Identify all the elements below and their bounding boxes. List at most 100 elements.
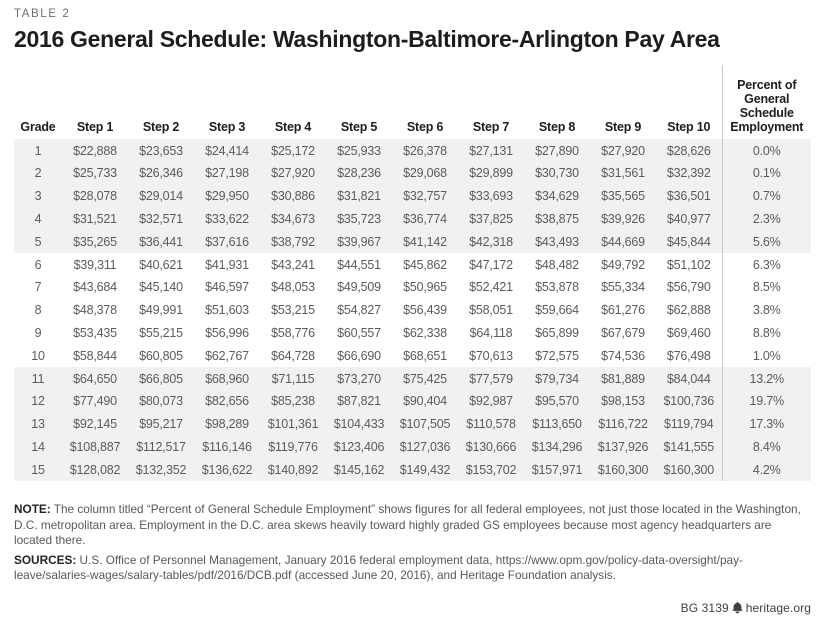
salary-cell: $107,505 [392, 412, 458, 436]
salary-cell: $66,690 [337, 348, 381, 363]
salary-cell: $37,616 [194, 230, 260, 254]
table-row: 6 $39,311 $40,621 $41,931 $43,241 $44,551 $45,… [14, 253, 811, 276]
grade-cell: 15 [14, 458, 62, 482]
salary-cell: $28,236 [326, 161, 392, 185]
salary-cell: $160,300 [656, 458, 722, 482]
salary-cell: $51,603 [205, 303, 249, 318]
salary-cell: $39,926 [590, 207, 656, 231]
salary-cell: $149,432 [392, 458, 458, 482]
salary-cell: $87,821 [326, 389, 392, 413]
salary-cell: $64,118 [469, 325, 513, 340]
salary-cell: $27,920 [260, 161, 326, 185]
salary-cell: $26,378 [392, 139, 458, 162]
column-header-step5: Step 5 [340, 120, 378, 135]
table-number-label: TABLE 2 [14, 8, 71, 20]
grade-cell: 9 [34, 325, 42, 340]
salary-cell: $55,215 [139, 325, 183, 340]
salary-cell: $29,068 [392, 161, 458, 185]
salary-cell: $36,441 [128, 230, 194, 254]
salary-cell: $28,078 [62, 184, 128, 208]
salary-cell: $58,776 [271, 325, 315, 340]
salary-cell: $29,014 [128, 184, 194, 208]
salary-cell: $113,650 [524, 412, 590, 436]
note-label: NOTE: [14, 502, 51, 517]
salary-cell: $59,664 [535, 303, 579, 318]
site-url: heritage.org [745, 601, 811, 616]
salary-cell: $28,626 [656, 139, 722, 162]
salary-cell: $145,162 [326, 458, 392, 482]
salary-cell: $55,334 [601, 280, 645, 295]
salary-cell: $69,460 [666, 325, 711, 340]
salary-cell: $23,653 [128, 139, 194, 162]
table-row: 1 $22,888 $23,653 $24,414 $25,172 $25,933 $26,… [14, 139, 811, 162]
salary-cell: $31,561 [590, 161, 656, 185]
column-header-step1: Step 1 [76, 120, 114, 135]
salary-cell: $54,827 [337, 303, 381, 318]
salary-cell: $25,733 [62, 161, 128, 185]
salary-cell: $48,482 [535, 257, 579, 272]
salary-cell: $40,621 [139, 257, 183, 272]
salary-cell: $62,767 [205, 348, 249, 363]
salary-cell: $112,517 [128, 435, 194, 459]
salary-cell: $32,757 [392, 184, 458, 208]
salary-cell: $72,575 [535, 348, 579, 363]
salary-cell: $33,693 [458, 184, 524, 208]
salary-cell: $92,145 [62, 412, 128, 436]
sources-text: U.S. Office of Personnel Management, Jan… [14, 552, 743, 583]
column-header-step7: Step 7 [472, 120, 510, 135]
table-row: 3 $28,078 $29,014 $29,950 $30,886 $31,821 $32,… [14, 184, 811, 208]
salary-cell: $53,215 [271, 303, 315, 318]
salary-cell: $43,684 [73, 280, 117, 295]
salary-cell: $98,289 [194, 412, 260, 436]
salary-cell: $58,051 [469, 303, 513, 318]
grade-cell: 11 [14, 367, 62, 390]
grade-cell: 12 [14, 389, 62, 413]
percent-cell: 5.6% [721, 230, 811, 254]
salary-cell: $35,565 [590, 184, 656, 208]
salary-cell: $67,679 [601, 325, 645, 340]
document-id: BG 3139 [680, 601, 729, 616]
salary-cell: $80,073 [128, 389, 194, 413]
salary-cell: $130,666 [458, 435, 524, 459]
salary-cell: $108,887 [62, 435, 128, 459]
header-row: Grade Step 1 Step 2 Step 3 Step 4 Step 5… [14, 65, 811, 140]
salary-cell: $48,378 [73, 303, 117, 318]
salary-cell: $25,933 [326, 139, 392, 162]
salary-cell: $27,131 [458, 139, 524, 162]
salary-cell: $34,673 [260, 207, 326, 231]
salary-cell: $134,296 [524, 435, 590, 459]
salary-cell: $79,734 [524, 367, 590, 390]
salary-cell: $116,722 [590, 412, 656, 436]
table-row: 2 $25,733 $26,346 $27,198 $27,920 $28,236 $29,… [14, 161, 811, 185]
salary-cell: $84,044 [656, 367, 722, 390]
grade-cell: 6 [34, 257, 42, 272]
grade-cell: 5 [14, 230, 62, 254]
salary-cell: $45,844 [656, 230, 722, 254]
salary-cell: $56,996 [205, 325, 249, 340]
salary-cell: $73,270 [326, 367, 392, 390]
percent-cell: 17.3% [721, 412, 811, 436]
salary-cell: $95,217 [128, 412, 194, 436]
salary-cell: $39,967 [326, 230, 392, 254]
column-header-step8: Step 8 [538, 120, 576, 135]
table-header: Grade Step 1 Step 2 Step 3 Step 4 Step 5… [14, 65, 811, 140]
salary-cell: $92,987 [458, 389, 524, 413]
table-row: 13 $92,145 $95,217 $98,289 $101,361 $104,433 $… [14, 412, 811, 436]
salary-cell: $31,821 [326, 184, 392, 208]
salary-cell: $82,656 [194, 389, 260, 413]
salary-cell: $95,570 [524, 389, 590, 413]
table-row: 12 $77,490 $80,073 $82,656 $85,238 $87,821 $90… [14, 389, 811, 413]
column-header-step10: Step 10 [667, 120, 711, 135]
percent-cell: 1.0% [721, 344, 811, 368]
salary-cell: $38,875 [524, 207, 590, 231]
grade-cell: 8 [34, 303, 42, 318]
table-row: 5 $35,265 $36,441 $37,616 $38,792 $39,967 $41,… [14, 230, 811, 254]
salary-cell: $39,311 [73, 257, 117, 272]
percent-cell: 4.2% [721, 458, 811, 482]
salary-cell: $98,153 [590, 389, 656, 413]
salary-cell: $110,578 [458, 412, 524, 436]
table-body: 1 $22,888 $23,653 $24,414 $25,172 $25,933 $26,… [14, 139, 811, 482]
salary-cell: $132,352 [128, 458, 194, 482]
salary-cell: $26,346 [128, 161, 194, 185]
salary-cell: $30,730 [524, 161, 590, 185]
